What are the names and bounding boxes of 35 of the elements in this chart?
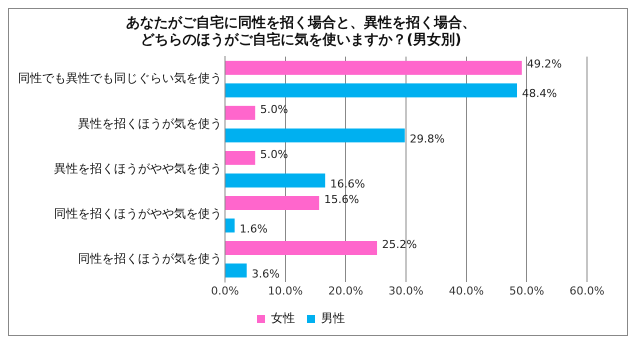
bar bbox=[226, 150, 256, 165]
data-label: 15.6% bbox=[324, 192, 360, 206]
bar bbox=[226, 60, 522, 75]
x-tick-label: 10.0% bbox=[268, 284, 303, 298]
y-tick-label: 同性でも異性でも同じぐらい気を使う bbox=[18, 71, 222, 86]
x-tick-label: 60.0% bbox=[570, 284, 604, 298]
data-label: 5.0% bbox=[260, 148, 288, 161]
y-tick-label: 異性を招くほうが気を使う bbox=[78, 116, 222, 130]
y-tick-label: 同性を招くほうが気を使う bbox=[78, 251, 222, 266]
bar bbox=[226, 83, 518, 98]
x-tick-label: 0.0% bbox=[211, 284, 239, 298]
bar bbox=[226, 128, 405, 142]
legend-label: 男性 bbox=[321, 311, 345, 326]
chart-title: あなたがご自宅に同性を招く場合と、異性を招く場合、どちらのほうがご自宅に気を使いますか？(男女別) bbox=[126, 14, 476, 48]
data-label: 1.6% bbox=[240, 222, 268, 236]
bar bbox=[226, 241, 378, 255]
data-label: 29.8% bbox=[410, 132, 445, 146]
data-label: 3.6% bbox=[252, 267, 280, 280]
x-tick-label: 20.0% bbox=[328, 284, 364, 298]
bar bbox=[226, 264, 247, 278]
data-label: 5.0% bbox=[260, 102, 288, 116]
data-label: 48.4% bbox=[522, 87, 557, 100]
data-label: 49.2% bbox=[526, 58, 562, 71]
bar bbox=[226, 218, 235, 232]
bar bbox=[226, 106, 256, 120]
data-label: 25.2% bbox=[382, 238, 417, 251]
x-tick-label: 40.0% bbox=[448, 284, 484, 298]
bar bbox=[226, 196, 320, 210]
x-tick-label: 50.0% bbox=[509, 284, 544, 298]
bar bbox=[226, 173, 326, 188]
y-tick-label: 異性を招くほうがやや気を使う bbox=[54, 161, 222, 176]
legend-label: 女性 bbox=[271, 311, 295, 326]
y-tick-label: 同性を招くほうがやや気を使う bbox=[54, 206, 222, 220]
x-tick-label: 30.0% bbox=[388, 284, 424, 298]
data-label: 16.6% bbox=[330, 177, 366, 190]
